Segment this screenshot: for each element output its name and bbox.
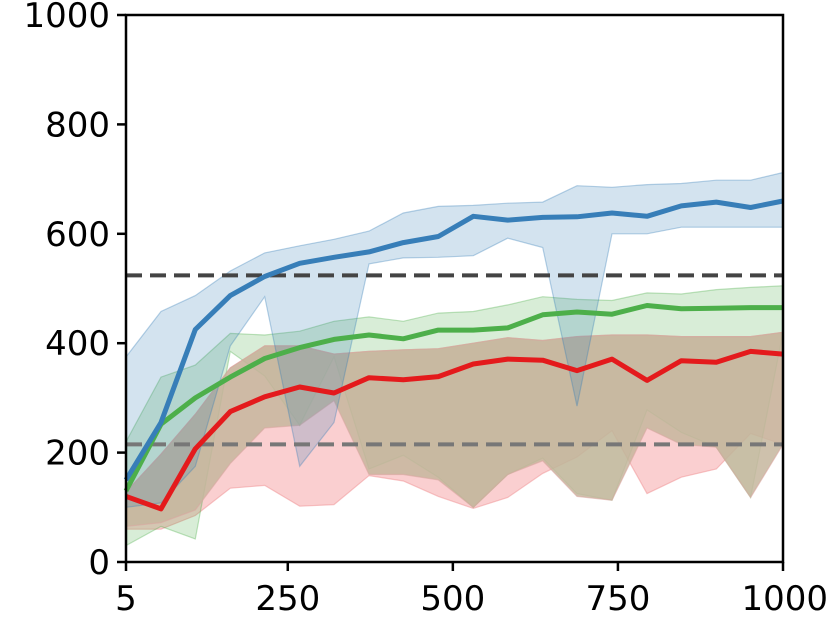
x-tick-label: 750 [585, 579, 650, 619]
blue-series-line [123, 198, 784, 482]
axes-layer: 0 200 400 600 800 1000 5 250 500 750 1000 [23, 0, 828, 619]
reference-lines-layer [126, 273, 783, 447]
y-tick-label: 600 [45, 215, 110, 255]
y-tick-label: 800 [45, 105, 110, 145]
y-tick-label: 1000 [23, 0, 110, 36]
x-tick-label: 1000 [741, 579, 828, 619]
x-tick-label: 500 [420, 579, 485, 619]
y-tick-label: 400 [45, 324, 110, 364]
x-tick-label: 250 [255, 579, 320, 619]
y-tick-label: 0 [88, 543, 110, 583]
bands-layer [125, 171, 784, 547]
y-tick-label: 200 [45, 434, 110, 474]
x-tick-label: 5 [115, 579, 137, 619]
plot-frame [124, 13, 785, 564]
red-series-line [125, 348, 784, 512]
series-lines-layer [123, 198, 784, 512]
green-series-line [123, 303, 783, 493]
